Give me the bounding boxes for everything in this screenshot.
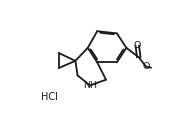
Text: NH: NH	[83, 81, 97, 90]
Text: O: O	[142, 62, 150, 71]
Text: HCl: HCl	[41, 92, 58, 102]
Text: O: O	[134, 41, 141, 50]
